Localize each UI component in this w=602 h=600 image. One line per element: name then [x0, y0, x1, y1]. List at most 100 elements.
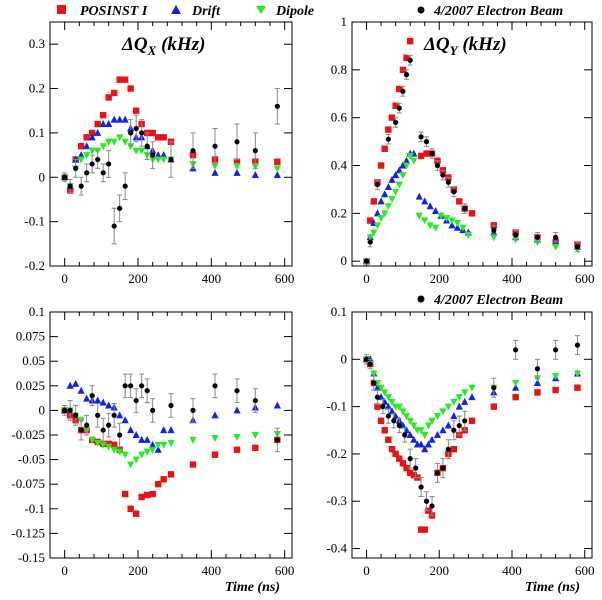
legend-drift-label: Drift [191, 4, 221, 19]
data-point-circle [462, 205, 468, 212]
data-point-triangle-down [83, 152, 91, 160]
data-point-square [138, 493, 145, 501]
data-point-circle [150, 407, 156, 413]
data-point-triangle-down [377, 215, 385, 223]
data-point-square [154, 134, 162, 141]
data-point-triangle-down [388, 196, 396, 204]
x-tick-label: 600 [275, 563, 295, 578]
data-point-triangle-down [406, 152, 414, 160]
data-point-circle [100, 427, 106, 433]
x-tick-label: 0 [363, 271, 370, 286]
data-point-triangle-up [160, 151, 168, 159]
data-point-square [121, 490, 129, 498]
data-point-circle [73, 412, 79, 418]
data-point-triangle-down [121, 451, 129, 459]
data-point-triangle-down [426, 222, 434, 230]
data-point-triangle-up [421, 197, 429, 205]
series-square [363, 356, 581, 533]
x-tick-label: 200 [128, 563, 148, 578]
data-point-triangle-down [437, 212, 445, 220]
data-point-circle [117, 432, 123, 438]
y-tick-label: 0.8 [331, 62, 347, 77]
data-point-circle [139, 130, 145, 136]
data-point-triangle-up [373, 383, 382, 391]
data-point-square [392, 450, 399, 458]
data-point-triangle-up [116, 115, 124, 123]
data-point-circle [168, 402, 174, 409]
x-tick-label: 600 [575, 271, 595, 286]
data-point-triangle-down [444, 403, 452, 411]
data-point-circle [400, 88, 406, 94]
data-point-triangle-up [455, 402, 463, 410]
data-point-circle [89, 161, 95, 167]
y-tick-label: -0.2 [24, 258, 45, 273]
data-point-circle [106, 161, 112, 167]
data-point-circle [144, 143, 150, 149]
legend-beam-label: 4/2007 Electron Beam [433, 4, 563, 19]
data-point-square [468, 417, 476, 425]
data-point-triangle-up [116, 411, 124, 419]
y-tick-label: 0.4 [331, 158, 348, 173]
y-tick-label: 0 [341, 351, 348, 366]
data-point-triangle-up [444, 421, 452, 429]
data-point-circle [363, 258, 370, 264]
data-point-circle [407, 57, 413, 63]
data-point-square [233, 446, 241, 453]
y-tick-label: 0.1 [29, 304, 45, 319]
data-point-circle [234, 388, 240, 394]
data-point-square [388, 114, 396, 121]
data-point-triangle-up [211, 411, 219, 419]
data-point-triangle-down [424, 422, 432, 430]
legend-dipole-marker [256, 6, 266, 14]
panel-title: ΔQX (kHz) [121, 34, 205, 58]
data-point-triangle-down [233, 163, 241, 171]
data-point-circle [451, 189, 457, 195]
data-point-triangle-down [110, 138, 118, 146]
data-point-circle [393, 119, 399, 126]
x-tick-label: 0 [363, 563, 370, 578]
data-point-circle [434, 470, 441, 476]
series-triangle-down [362, 152, 582, 266]
data-point-circle [144, 388, 150, 394]
series-triangle-up [362, 355, 582, 453]
series-square [363, 37, 581, 265]
data-point-triangle-down [167, 439, 175, 447]
data-point-triangle-up [381, 190, 389, 198]
data-point-triangle-down [448, 217, 456, 225]
data-point-square [366, 217, 374, 224]
y-tick-label: 1 [341, 14, 348, 29]
y-tick-label: -0.125 [11, 525, 45, 540]
data-point-circle [429, 503, 435, 509]
data-point-circle [111, 412, 117, 418]
x-axis-title: Time (ns) [225, 580, 280, 595]
y-tick-label: -0.025 [11, 427, 45, 442]
data-point-triangle-down [433, 413, 442, 421]
data-point-triangle-up [273, 401, 281, 409]
data-point-square [396, 85, 403, 93]
data-point-square [211, 451, 219, 458]
data-point-triangle-down [77, 156, 85, 164]
data-point-triangle-down [468, 384, 476, 392]
x-tick-label: 0 [61, 563, 68, 578]
data-point-triangle-up [167, 426, 175, 434]
legend-beam-label-2: 4/2007 Electron Beam [433, 293, 563, 308]
data-point-circle [212, 383, 218, 389]
data-point-triangle-down [154, 156, 162, 164]
data-point-triangle-down [132, 147, 140, 155]
data-point-triangle-up [211, 168, 219, 176]
data-point-triangle-up [105, 401, 113, 409]
data-point-triangle-down [143, 448, 151, 456]
data-point-circle [150, 152, 156, 158]
data-point-circle [122, 383, 128, 389]
plot-frame [351, 21, 593, 267]
legend-beam-marker [417, 6, 425, 14]
data-point-triangle-down [189, 436, 197, 444]
data-point-triangle-down [439, 408, 447, 416]
data-point-square [399, 460, 407, 467]
y-tick-label: -0.1 [326, 399, 347, 414]
data-point-triangle-up [417, 440, 425, 448]
panel-title-sub: X [147, 43, 157, 58]
data-point-triangle-down [402, 413, 411, 421]
data-point-square [149, 129, 156, 137]
data-point-square [396, 455, 403, 462]
